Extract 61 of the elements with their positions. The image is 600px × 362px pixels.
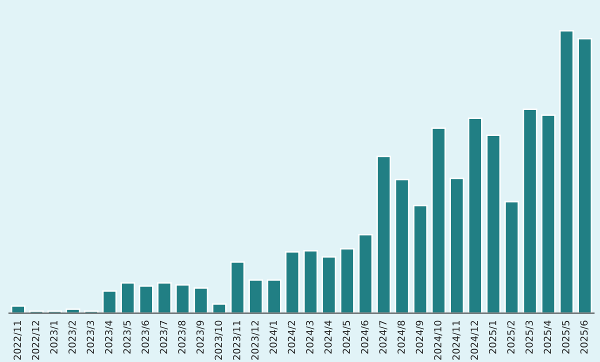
bar	[376, 156, 392, 314]
x-tick-label: 2023/10	[214, 320, 223, 360]
bar	[175, 284, 190, 314]
bar	[340, 248, 354, 314]
x-tick-label: 2023/1	[50, 320, 58, 354]
bar	[541, 114, 556, 314]
bar	[248, 279, 264, 314]
bar	[157, 282, 172, 314]
bar	[212, 303, 227, 314]
bar	[431, 128, 446, 314]
x-tick-label: 2025/2	[507, 321, 516, 354]
x-tick-label: 2024/1	[270, 320, 278, 354]
x-tick-label: 2024/2	[288, 321, 296, 354]
x-tick-label: 2025/6	[580, 320, 588, 354]
x-tick-label: 2025/4	[544, 320, 552, 354]
x-tick-label: 2023/5	[123, 320, 132, 354]
x-tick-label: 2023/3	[86, 320, 95, 354]
bar	[504, 200, 520, 314]
bar	[66, 308, 80, 314]
bar	[486, 134, 501, 314]
x-tick-label: 2024/11	[452, 320, 460, 360]
x-tick-label: 2024/6	[360, 320, 370, 354]
x-tick-label: 2023/2	[68, 321, 77, 354]
x-tick-label: 2024/3	[306, 320, 314, 354]
bar	[102, 290, 117, 314]
x-tick-label: 2024/12	[470, 321, 479, 360]
bar	[578, 38, 592, 314]
bar	[450, 178, 464, 314]
x-tick-label: 2023/9	[196, 320, 205, 354]
bar	[230, 261, 245, 314]
x-tick-label: 2023/8	[178, 320, 186, 354]
bar	[413, 204, 428, 314]
bar	[194, 287, 208, 314]
x-tick-label: 2025/1	[488, 320, 498, 354]
x-tick-label: 2025/3	[525, 320, 534, 354]
x-tick-label: 2024/4	[324, 320, 333, 354]
x-tick-label: 2024/7	[379, 320, 388, 354]
x-tick-label: 2024/10	[434, 320, 442, 360]
x-tick-label: 2023/6	[142, 320, 150, 354]
bar	[120, 282, 136, 314]
x-tick-label: 2025/5	[562, 320, 570, 354]
bar	[138, 285, 154, 314]
bar	[394, 178, 410, 314]
x-tick-label: 2023/12	[251, 321, 260, 360]
bar	[522, 108, 538, 314]
bar	[10, 305, 26, 314]
bar	[285, 251, 300, 314]
x-tick-label: 2024/8	[398, 320, 406, 354]
x-tick-label: 2024/5	[342, 320, 351, 354]
bar	[266, 279, 282, 314]
x-tick-label: 2023/4	[105, 320, 114, 354]
x-tick-label: 2022/12	[32, 321, 40, 360]
bar	[468, 118, 482, 314]
bar	[358, 234, 373, 314]
bar	[559, 30, 574, 314]
x-tick-label: 2023/7	[160, 320, 168, 354]
x-tick-label: 2022/11	[14, 320, 22, 360]
x-tick-label: 2023/11	[232, 320, 242, 360]
x-tick-label: 2024/9	[416, 320, 424, 354]
bar	[303, 250, 318, 314]
bar	[322, 256, 336, 314]
